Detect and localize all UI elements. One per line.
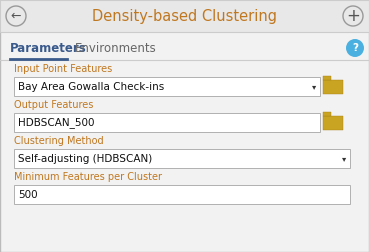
Text: Input Point Features: Input Point Features bbox=[14, 65, 112, 75]
Text: Self-adjusting (HDBSCAN): Self-adjusting (HDBSCAN) bbox=[18, 153, 152, 164]
Text: 500: 500 bbox=[18, 190, 38, 200]
FancyBboxPatch shape bbox=[14, 185, 350, 204]
Text: Output Features: Output Features bbox=[14, 101, 93, 110]
Text: ▾: ▾ bbox=[342, 154, 346, 163]
FancyBboxPatch shape bbox=[0, 0, 369, 32]
Circle shape bbox=[343, 6, 363, 26]
Circle shape bbox=[346, 39, 364, 57]
FancyBboxPatch shape bbox=[323, 112, 331, 116]
Text: Environments: Environments bbox=[75, 42, 157, 54]
Text: Minimum Features per Cluster: Minimum Features per Cluster bbox=[14, 173, 162, 182]
Text: +: + bbox=[346, 7, 360, 25]
Text: ▾: ▾ bbox=[312, 82, 316, 91]
Text: Bay Area Gowalla Check-ins: Bay Area Gowalla Check-ins bbox=[18, 81, 164, 91]
Text: Parameters: Parameters bbox=[10, 42, 87, 54]
Text: Clustering Method: Clustering Method bbox=[14, 137, 104, 146]
Text: Density-based Clustering: Density-based Clustering bbox=[92, 9, 277, 23]
Circle shape bbox=[6, 6, 26, 26]
FancyBboxPatch shape bbox=[14, 77, 320, 96]
Text: HDBSCAN_500: HDBSCAN_500 bbox=[18, 117, 94, 128]
FancyBboxPatch shape bbox=[14, 113, 320, 132]
FancyBboxPatch shape bbox=[323, 116, 343, 130]
Text: ←: ← bbox=[11, 10, 21, 22]
FancyBboxPatch shape bbox=[323, 76, 331, 80]
FancyBboxPatch shape bbox=[323, 80, 343, 94]
FancyBboxPatch shape bbox=[14, 149, 350, 168]
Text: ?: ? bbox=[352, 43, 358, 53]
